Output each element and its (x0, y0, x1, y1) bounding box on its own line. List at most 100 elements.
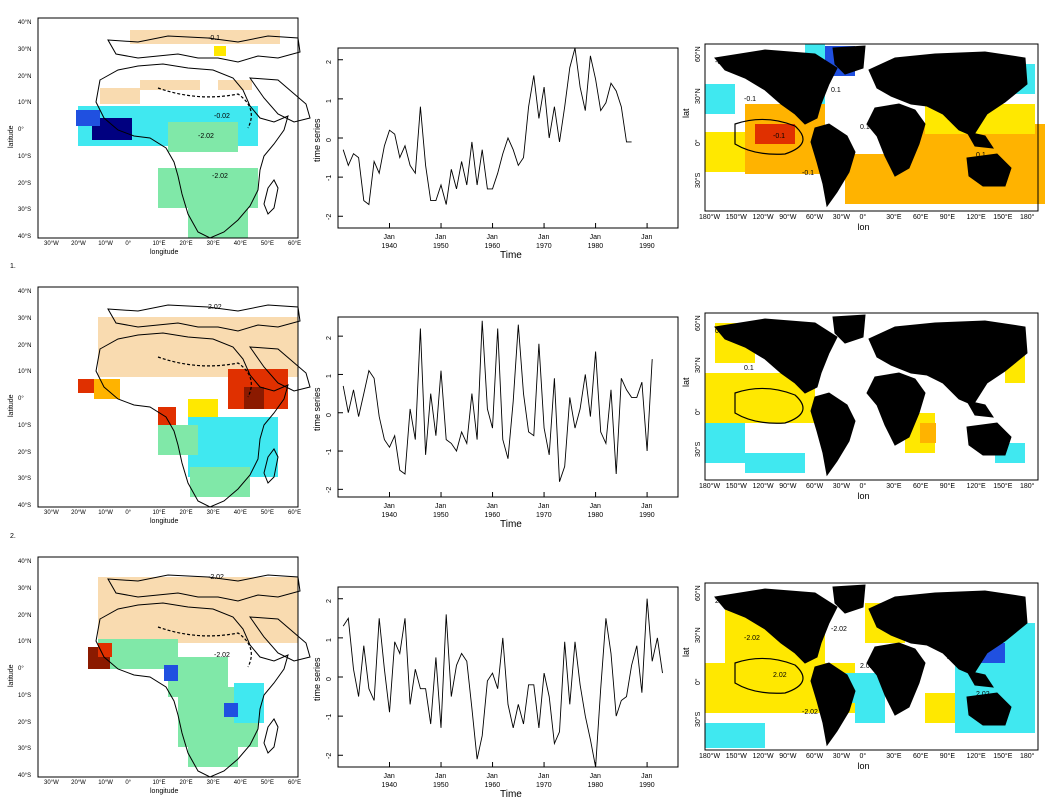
anomaly-cell (98, 577, 298, 643)
lat-tick: 20°N (18, 612, 32, 619)
lon-tick: 0° (859, 214, 867, 221)
x-tick-top: Jan (383, 234, 395, 241)
lon-tick: 90°E (939, 753, 956, 760)
land-mass (866, 103, 926, 177)
y-tick-label: 0 (326, 677, 333, 681)
plot-frame (337, 586, 679, 768)
x-tick-bottom: 1940 (381, 243, 398, 250)
lon-tick: 0° (125, 510, 132, 516)
x-tick-bottom: 1970 (536, 243, 552, 250)
anomaly-cell (705, 132, 745, 172)
time-series-chart-3 (337, 586, 679, 768)
lon-tick: 30°E (206, 510, 220, 516)
contour-label: 0.1 (918, 78, 928, 85)
land-mass (966, 131, 995, 149)
map-frame (37, 286, 299, 508)
anomaly-cell (188, 399, 218, 419)
land-mass (966, 670, 995, 688)
map-frame (704, 43, 1039, 212)
lon-tick: 120°W (752, 753, 774, 760)
anomaly-cell (100, 88, 140, 104)
lon-tick: 30°W (832, 753, 850, 760)
lon-tick: 40°E (233, 780, 247, 786)
coastline (248, 346, 311, 392)
lon-tick: 120°W (752, 483, 774, 490)
x-tick-bottom: 1990 (639, 243, 655, 250)
lon-tick: 180°W (699, 753, 721, 760)
lon-tick: 0° (859, 483, 867, 490)
contour-label: -0.02 (214, 113, 230, 120)
ocean-xlabel: lon (857, 491, 870, 501)
contour-label: -0.1 (208, 35, 220, 42)
lon-tick: 150°W (725, 483, 747, 490)
anomaly-cell (158, 425, 198, 455)
x-tick-top: Jan (435, 234, 447, 241)
lat-tick: 30°N (695, 627, 702, 643)
lat-tick: 30°S (695, 441, 702, 457)
lat-tick: 30°S (695, 711, 702, 727)
x-tick-top: Jan (589, 234, 601, 241)
lon-tick: 0° (859, 753, 867, 760)
x-tick-top: Jan (538, 503, 550, 510)
series-line (342, 320, 653, 482)
x-tick-top: Jan (641, 503, 653, 510)
contour-label: -2.02 (744, 635, 760, 642)
ocean-ylabel: lat (681, 107, 691, 118)
lon-tick: 120°E (966, 483, 986, 490)
anomaly-cell (224, 703, 238, 717)
contour-label: -2.02 (214, 652, 230, 659)
lon-tick: 120°W (752, 214, 774, 221)
series-ylabel: time series (312, 657, 322, 701)
lon-tick: 30°E (886, 753, 902, 760)
x-tick-top: Jan (486, 503, 498, 510)
series-xlabel: Time (500, 250, 522, 261)
x-tick-top: Jan (641, 234, 653, 241)
lat-tick: 60°N (695, 585, 702, 601)
lon-tick: 20°W (71, 780, 86, 786)
x-tick-bottom: 1950 (433, 782, 449, 789)
lat-tick: 10°N (18, 639, 32, 646)
lon-tick: 60°E (288, 510, 302, 516)
lon-tick: 10°W (98, 780, 113, 786)
x-tick-top: Jan (486, 773, 498, 780)
coastline (95, 332, 289, 508)
y-tick-label: 1 (326, 637, 333, 642)
lon-tick: 30°E (886, 483, 902, 490)
lon-tick: 120°E (966, 214, 986, 221)
lon-tick: 30°E (886, 214, 902, 221)
anomaly-cell (745, 453, 805, 473)
coastline (95, 63, 289, 239)
lon-tick: 60°W (806, 753, 824, 760)
lat-tick: 0° (18, 396, 24, 402)
lon-tick: 30°W (44, 510, 59, 516)
x-tick-bottom: 1960 (484, 243, 501, 250)
contour-label: -2.02 (208, 574, 224, 581)
series-ylabel: time series (312, 118, 322, 162)
land-mass (868, 320, 1028, 406)
map-frame (704, 312, 1039, 481)
x-tick-top: Jan (383, 503, 395, 510)
row-2-index: 2. (10, 533, 16, 540)
anomaly-cell (130, 30, 280, 44)
lat-tick: 30°N (18, 46, 32, 53)
x-tick-top: Jan (641, 773, 653, 780)
lat-tick: 40°S (18, 773, 32, 779)
anomaly-cell (705, 423, 745, 463)
lon-tick: 10°E (152, 241, 166, 247)
contour-line (157, 87, 252, 129)
lat-tick: 30°S (18, 476, 32, 483)
lon-tick: 150°E (993, 214, 1013, 221)
lon-tick: 40°E (233, 510, 247, 516)
contour-label: -2.02 (918, 617, 934, 624)
x-tick-bottom: 1950 (433, 512, 449, 519)
land-mass (868, 590, 1028, 676)
lon-tick: 10°E (152, 780, 166, 786)
africa-ylabel: latitude (8, 125, 15, 148)
x-tick-bottom: 1940 (381, 782, 398, 789)
y-tick-label: 1 (326, 374, 333, 379)
x-tick-bottom: 1960 (484, 512, 501, 519)
lon-tick: 50°E (260, 510, 274, 516)
lat-tick: 40°S (18, 503, 32, 509)
lat-tick: 0° (695, 678, 702, 685)
lon-tick: 30°W (44, 241, 59, 247)
